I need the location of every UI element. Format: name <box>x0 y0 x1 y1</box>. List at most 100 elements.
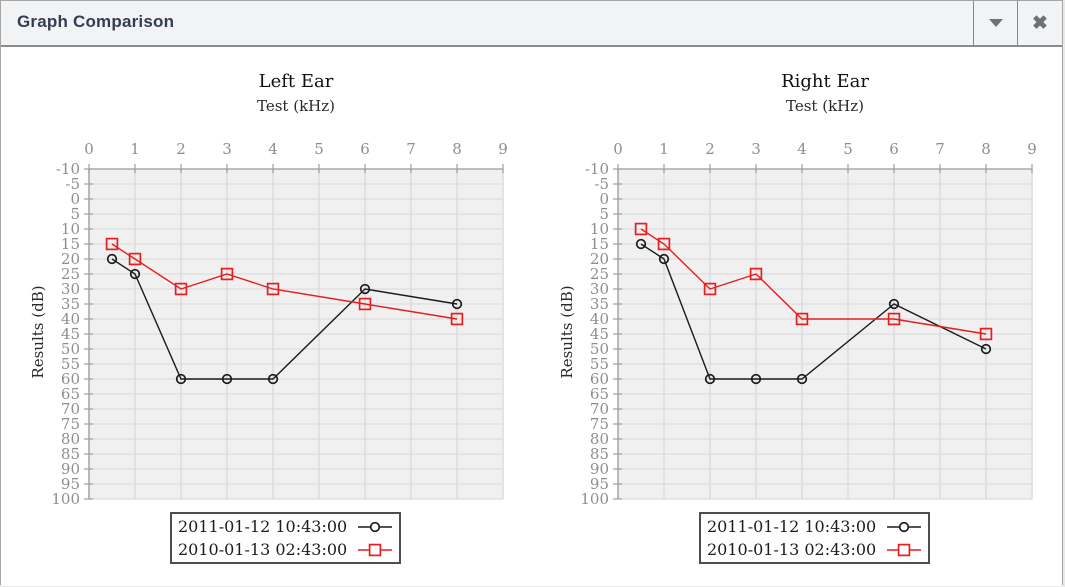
data-point-marker <box>175 373 187 385</box>
audiogram-plot: 0 1 2 3 4 5 6 7 8 9-10-50510152025303540455055606… <box>51 140 507 505</box>
legend-item: 2010-01-13 02:43:00 <box>178 538 393 561</box>
chevron-down-icon <box>989 19 1003 27</box>
data-point-marker <box>795 312 809 326</box>
svg-text:55: 55 <box>590 355 609 373</box>
svg-text:65: 65 <box>590 385 609 403</box>
data-point-marker <box>267 373 279 385</box>
svg-text:10: 10 <box>61 220 80 238</box>
data-point-marker <box>796 373 808 385</box>
svg-text:45: 45 <box>61 325 80 343</box>
svg-text:0: 0 <box>599 190 609 208</box>
svg-text:3: 3 <box>751 140 761 158</box>
axes <box>613 164 1033 500</box>
data-point-marker <box>657 237 671 251</box>
data-point-marker <box>359 283 371 295</box>
svg-text:80: 80 <box>61 430 80 448</box>
svg-text:-5: -5 <box>594 175 609 193</box>
svg-text:-10: -10 <box>56 160 80 178</box>
data-point-marker <box>979 327 993 341</box>
data-point-marker <box>129 268 141 280</box>
circle-series-marker-icon <box>887 521 922 532</box>
legend-item: 2010-01-13 02:43:00 <box>707 538 922 561</box>
gridlines <box>88 168 504 500</box>
svg-text:7: 7 <box>406 140 416 158</box>
y-axis-title: Results (dB) <box>29 285 47 379</box>
content-area: Left Ear Test (kHz) Results (dB) 0 1 2 3 4 5 6 7 8 9… <box>1 47 1062 586</box>
svg-text:3: 3 <box>222 140 232 158</box>
svg-text:15: 15 <box>61 235 80 253</box>
series-line <box>111 258 458 380</box>
svg-text:70: 70 <box>590 400 609 418</box>
data-point-marker <box>266 282 280 296</box>
svg-text:7: 7 <box>935 140 945 158</box>
svg-text:5: 5 <box>70 205 80 223</box>
y-axis-title: Results (dB) <box>558 285 576 379</box>
right-ear-chart: Right Ear Test (kHz) Results (dB) 0 1 2 3 4 5 6 7 8… <box>556 71 1065 564</box>
svg-text:5: 5 <box>843 140 853 158</box>
svg-text:1: 1 <box>659 140 669 158</box>
svg-text:4: 4 <box>797 140 807 158</box>
legend-series-label: 2010-01-13 02:43:00 <box>707 540 877 559</box>
svg-text:8: 8 <box>452 140 462 158</box>
data-point-marker <box>358 297 372 311</box>
svg-text:5: 5 <box>314 140 324 158</box>
close-button[interactable]: ✖ <box>1017 1 1062 45</box>
svg-text:20: 20 <box>61 250 80 268</box>
data-point-marker <box>750 373 762 385</box>
data-point-marker <box>703 282 717 296</box>
svg-text:0: 0 <box>84 140 94 158</box>
square-series-marker-icon <box>887 543 922 556</box>
series-line <box>111 243 458 320</box>
legend-series-label: 2011-01-12 10:43:00 <box>178 517 348 536</box>
data-point-marker <box>658 253 670 265</box>
series-1 <box>634 222 993 341</box>
svg-text:90: 90 <box>61 460 80 478</box>
circle-series-marker-icon <box>358 521 393 532</box>
svg-text:45: 45 <box>590 325 609 343</box>
data-point-marker <box>106 253 118 265</box>
series-0 <box>106 253 463 385</box>
svg-text:6: 6 <box>360 140 370 158</box>
svg-text:100: 100 <box>51 490 80 505</box>
tick-labels: 0 1 2 3 4 5 6 7 8 9-10-50510152025303540455055606… <box>51 140 507 505</box>
svg-text:55: 55 <box>61 355 80 373</box>
svg-text:95: 95 <box>61 475 80 493</box>
data-point-marker <box>749 267 763 281</box>
svg-text:100: 100 <box>580 490 609 505</box>
chart-title: Left Ear <box>258 71 334 92</box>
svg-text:50: 50 <box>61 340 80 358</box>
audiogram-plot: 0 1 2 3 4 5 6 7 8 9-10-50510152025303540455055606… <box>580 140 1037 505</box>
svg-text:35: 35 <box>61 295 80 313</box>
svg-text:30: 30 <box>61 280 80 298</box>
series-line <box>640 243 987 380</box>
chart-legend: 2011-01-12 10:43:00 2010-01-13 02:43:00 <box>170 512 402 564</box>
data-point-marker <box>635 238 647 250</box>
svg-text:95: 95 <box>590 475 609 493</box>
svg-text:20: 20 <box>590 250 609 268</box>
close-icon: ✖ <box>1032 12 1048 34</box>
svg-text:5: 5 <box>599 205 609 223</box>
legend-item: 2011-01-12 10:43:00 <box>178 515 393 538</box>
svg-text:25: 25 <box>590 265 609 283</box>
svg-text:70: 70 <box>61 400 80 418</box>
data-point-marker <box>450 312 464 326</box>
left-ear-chart: Left Ear Test (kHz) Results (dB) 0 1 2 3 4 5 6 7 8 9… <box>27 71 537 564</box>
svg-text:1: 1 <box>130 140 140 158</box>
series-0 <box>635 238 992 385</box>
x-axis-title: Test (kHz) <box>257 97 335 115</box>
collapse-button[interactable] <box>973 1 1018 45</box>
svg-text:9: 9 <box>1027 140 1037 158</box>
legend-item: 2011-01-12 10:43:00 <box>707 515 922 538</box>
data-point-marker <box>174 282 188 296</box>
window-title: Graph Comparison <box>17 12 175 31</box>
data-point-marker <box>220 267 234 281</box>
data-point-marker <box>634 222 648 236</box>
svg-text:60: 60 <box>61 370 80 388</box>
svg-text:40: 40 <box>61 310 80 328</box>
square-series-marker-icon <box>358 543 393 556</box>
svg-text:8: 8 <box>981 140 991 158</box>
svg-text:50: 50 <box>590 340 609 358</box>
chart-title: Right Ear <box>781 71 869 92</box>
svg-text:75: 75 <box>61 415 80 433</box>
